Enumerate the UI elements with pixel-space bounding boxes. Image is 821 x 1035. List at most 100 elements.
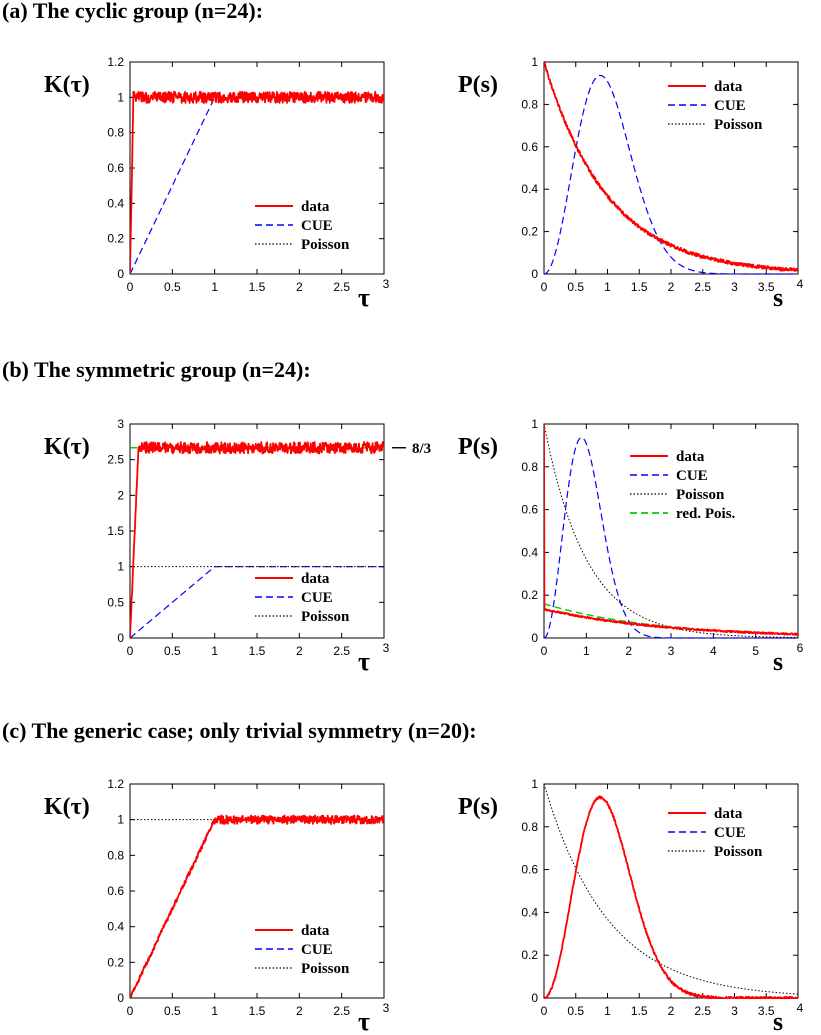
series-poisson-line	[544, 423, 798, 638]
x-tick-label: 2.5	[333, 280, 350, 294]
y-tick-label: 0.8	[107, 848, 124, 862]
y-axis-label: P(s)	[458, 794, 498, 820]
series-data-line	[130, 814, 384, 999]
x-tick-label: 1	[583, 644, 590, 658]
x-tick-label: 0.5	[164, 644, 181, 658]
x-tick-label: 0	[127, 1004, 134, 1018]
x-tick-label: 1	[604, 280, 611, 294]
section-b-title: (b) The symmetric group (n=24):	[2, 357, 311, 382]
x-tick-label: 0.5	[164, 1004, 181, 1018]
x-tick-label: 5	[752, 644, 759, 658]
x-tick-label: 0	[541, 1004, 548, 1018]
legend-label: data	[676, 449, 705, 465]
y-tick-label: 3	[117, 417, 124, 431]
y-tick-label: 0.8	[521, 820, 538, 834]
series-cue-line	[544, 436, 798, 639]
x-tick-label: 1	[211, 280, 218, 294]
y-tick-label: 0.2	[521, 225, 538, 239]
legend-label: CUE	[714, 825, 746, 841]
x-tick-label: 1	[211, 1004, 218, 1018]
y-tick-label: 0	[531, 631, 538, 645]
legend-label: Poisson	[301, 961, 350, 977]
legend-label: CUE	[301, 218, 333, 234]
y-tick-label: 1.2	[107, 55, 124, 69]
y-tick-label: 1	[117, 813, 124, 827]
series-cue-line	[544, 74, 798, 275]
plot-frame	[543, 783, 799, 999]
y-tick-label: 0.2	[107, 955, 124, 969]
legend-label: data	[301, 571, 330, 587]
series-data-line	[130, 441, 384, 639]
x-tick-label: 3	[731, 1004, 738, 1018]
y-tick-label: 2	[117, 488, 124, 502]
x-tick-label: 4	[710, 644, 717, 658]
legend-label: CUE	[301, 590, 333, 606]
x-tick-label: 3	[383, 641, 390, 655]
x-tick-label: 2.5	[694, 280, 711, 294]
series-data-line	[544, 61, 798, 273]
plot-frame	[543, 423, 799, 639]
chart-c-right: 0 0.5 1 1.5 2 2.5 3 3.5 4 0 0.2 0.4 0.6 0.8 1 P(s) s data…	[458, 777, 804, 1035]
x-tick-label: 4	[797, 277, 804, 291]
y-tick-label: 1	[531, 777, 538, 791]
y-tick-label: 0	[117, 631, 124, 645]
y-tick-label: 0.4	[521, 182, 538, 196]
legend-label: Poisson	[301, 609, 350, 625]
chart-c-left: 0 0.5 1 1.5 2 2.5 3 0 0.2 0.4 0.6 0.8 1 1.2 K(τ) τ data C…	[44, 777, 390, 1035]
y-axis-label: P(s)	[458, 72, 498, 98]
series-poisson-line	[544, 783, 798, 995]
x-tick-label: 0	[541, 280, 548, 294]
x-tick-label: 2	[296, 644, 303, 658]
series-poisson-line	[544, 61, 798, 271]
y-tick-label: 0.5	[107, 595, 124, 609]
y-tick-label: 2.5	[107, 453, 124, 467]
y-tick-label: 0.6	[521, 863, 538, 877]
y-tick-label: 0.4	[107, 920, 124, 934]
x-tick-label: 0	[541, 644, 548, 658]
y-tick-label: 0	[117, 267, 124, 281]
legend-label: data	[301, 199, 330, 215]
y-tick-label: 0.4	[107, 196, 124, 210]
legend-label: red. Pois.	[676, 506, 736, 522]
y-tick-label: 0.4	[521, 905, 538, 919]
x-tick-label: 1.5	[249, 280, 266, 294]
x-tick-label: 1	[604, 1004, 611, 1018]
x-tick-label: 2.5	[333, 1004, 350, 1018]
y-tick-label: 0	[531, 991, 538, 1005]
y-tick-label: 0.8	[521, 97, 538, 111]
section-a-title: (a) The cyclic group (n=24):	[2, 0, 264, 23]
y-tick-label: 0.4	[521, 545, 538, 559]
x-tick-label: 1.5	[631, 280, 648, 294]
y-tick-label: 0.2	[107, 232, 124, 246]
x-tick-label: 1.5	[249, 644, 266, 658]
x-tick-label: 0	[127, 644, 134, 658]
x-tick-label: 0.5	[567, 280, 584, 294]
series-data-line	[544, 423, 798, 636]
y-axis-label: K(τ)	[44, 434, 90, 460]
x-tick-label: 2	[296, 1004, 303, 1018]
legend-label: CUE	[676, 468, 708, 484]
x-tick-label: 1.5	[249, 1004, 266, 1018]
y-axis-label: P(s)	[458, 434, 498, 460]
x-tick-label: 3	[383, 1001, 390, 1015]
y-axis-label: K(τ)	[44, 72, 90, 98]
x-axis-label: τ	[358, 283, 370, 312]
y-tick-label: 1.2	[107, 777, 124, 791]
legend-label: CUE	[301, 942, 333, 958]
plot-frame	[543, 61, 799, 275]
series-red-pois--line	[544, 603, 798, 636]
x-tick-label: 3	[731, 280, 738, 294]
y-tick-label: 0.6	[107, 884, 124, 898]
y-tick-label: 0.8	[521, 460, 538, 474]
y-tick-label: 0.2	[521, 948, 538, 962]
x-tick-label: 1.5	[631, 1004, 648, 1018]
x-tick-label: 0	[127, 280, 134, 294]
x-axis-label: τ	[358, 1007, 370, 1035]
chart-a-left: 0 0.5 1 1.5 2 2.5 3 0 0.2 0.4 0.6 0.8 1 1.2 K(τ) τ data C…	[44, 55, 390, 312]
x-tick-label: 0.5	[164, 280, 181, 294]
x-tick-label: 2.5	[694, 1004, 711, 1018]
y-tick-label: 1	[531, 417, 538, 431]
y-tick-label: 0.6	[521, 503, 538, 517]
x-tick-label: 2	[625, 644, 632, 658]
